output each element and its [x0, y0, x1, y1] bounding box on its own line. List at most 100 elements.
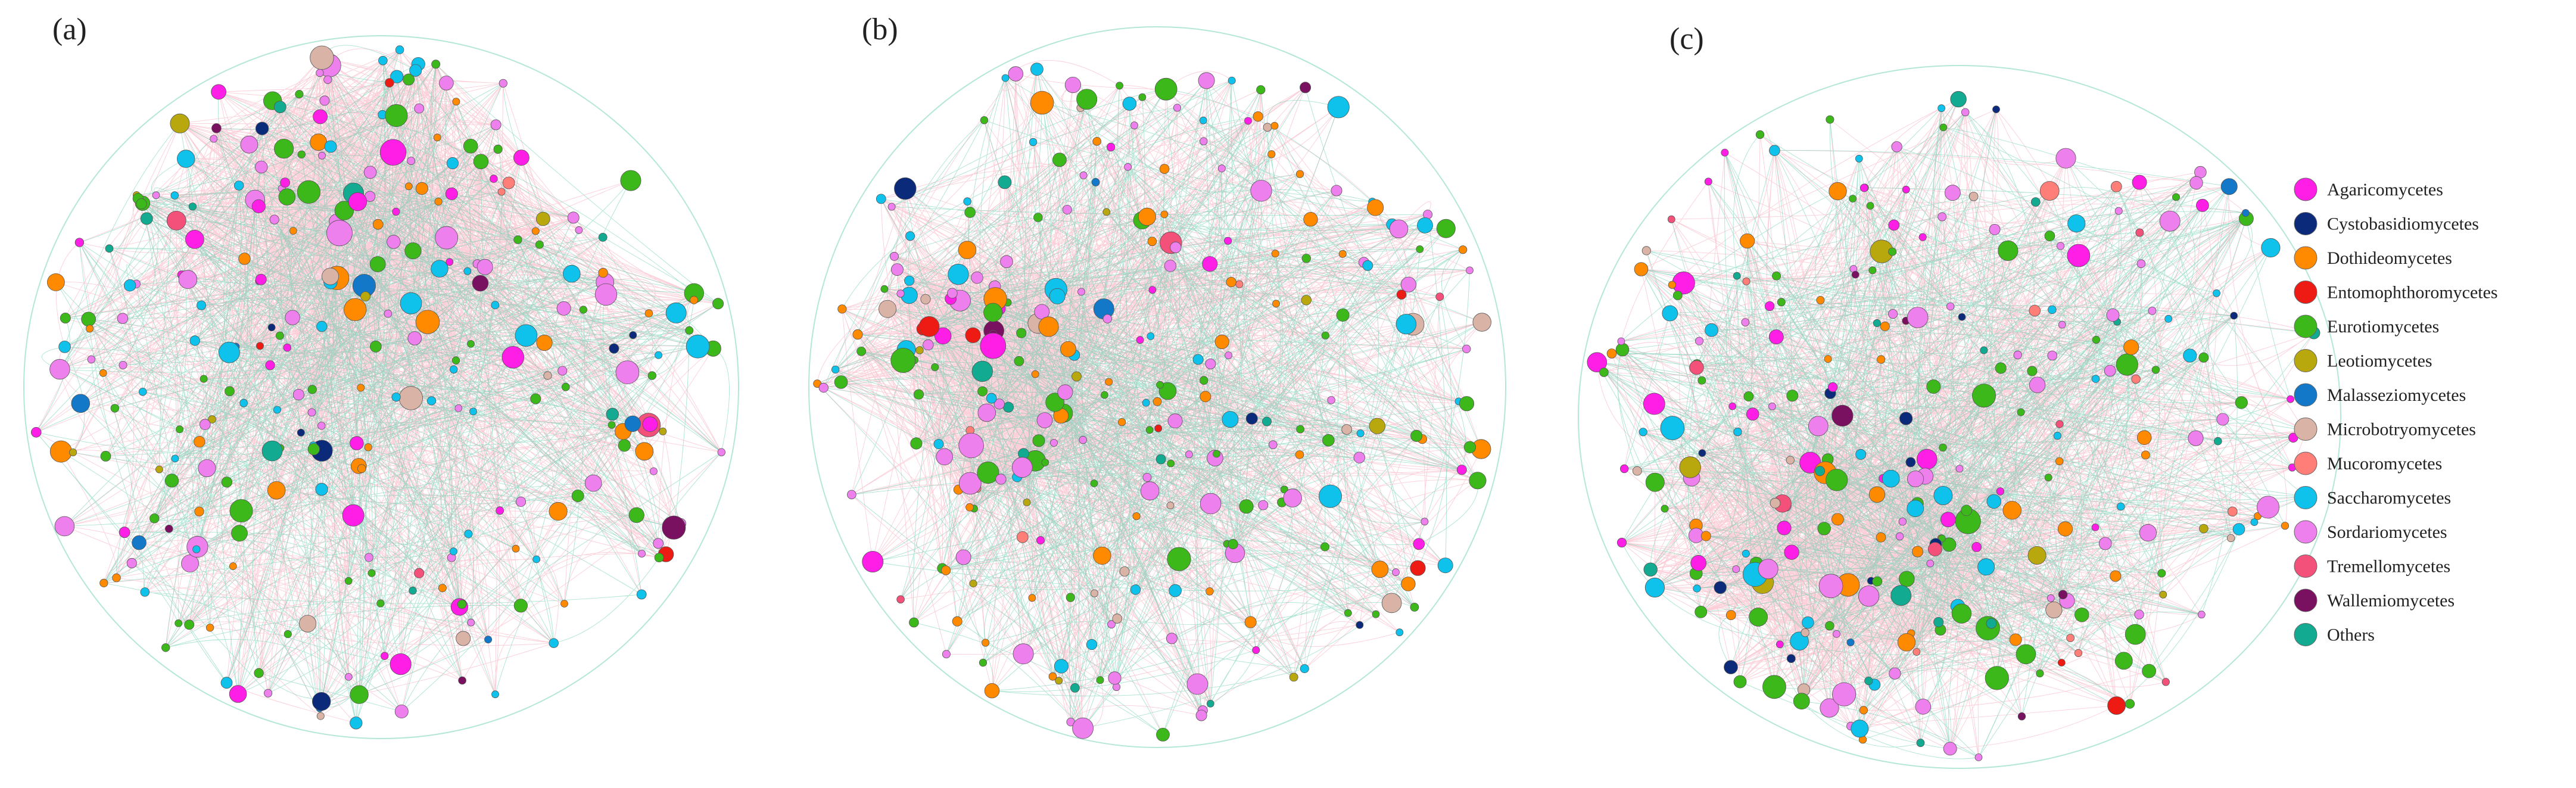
network-node	[653, 538, 664, 549]
network-node	[1786, 456, 1795, 465]
network-node	[983, 303, 1003, 322]
network-node	[1668, 281, 1676, 289]
network-node	[2214, 437, 2222, 446]
network-node	[1013, 643, 1034, 665]
network-node	[392, 207, 400, 216]
network-node	[47, 273, 65, 291]
network-node	[1052, 152, 1067, 167]
network-node	[1462, 344, 1471, 354]
network-node	[2135, 228, 2144, 237]
network-node	[491, 690, 499, 699]
network-node	[2256, 496, 2279, 519]
network-node	[2123, 340, 2139, 356]
legend-label: Leotiomycetes	[2327, 351, 2432, 371]
network-node	[1101, 391, 1108, 399]
network-node	[1166, 502, 1175, 510]
legend-label: Others	[2327, 625, 2375, 645]
network-node	[1768, 329, 1784, 345]
network-node	[1996, 487, 2005, 496]
network-node	[942, 650, 951, 659]
network-node	[292, 388, 304, 401]
network-node	[557, 366, 568, 376]
network-node	[1469, 472, 1487, 490]
network-node	[971, 271, 983, 284]
network-node	[1679, 456, 1701, 478]
network-panel-c: (c)	[1578, 22, 2341, 769]
network-node	[1195, 709, 1207, 721]
network-node	[496, 506, 504, 515]
network-node	[123, 279, 136, 292]
network-node	[1693, 584, 1701, 593]
network-node	[1829, 182, 1847, 201]
network-node	[307, 443, 320, 456]
legend-item: Dothideomycetes	[2294, 246, 2452, 270]
network-node	[1891, 141, 1902, 152]
legend-item: Saccharomycetes	[2294, 486, 2451, 509]
network-node	[467, 618, 475, 627]
network-node	[1826, 469, 1848, 491]
network-node	[2044, 474, 2052, 482]
network-node	[1031, 370, 1039, 378]
network-node	[136, 198, 147, 210]
network-node	[138, 387, 147, 396]
network-node	[256, 342, 264, 350]
network-node	[934, 327, 952, 345]
network-node	[398, 386, 423, 410]
network-node	[1356, 621, 1364, 629]
network-node	[971, 360, 993, 382]
network-node	[1872, 576, 1883, 587]
network-node	[1030, 91, 1054, 115]
network-node	[1777, 521, 1792, 535]
network-node	[446, 157, 459, 170]
network-node	[476, 258, 493, 275]
network-node	[852, 329, 863, 340]
network-node	[1244, 616, 1257, 628]
legend-swatch	[2294, 314, 2318, 338]
network-node	[1030, 63, 1044, 76]
network-node	[372, 219, 384, 230]
network-node	[1167, 413, 1183, 429]
network-node	[2213, 289, 2220, 297]
network-node	[360, 291, 370, 302]
network-node	[958, 241, 977, 260]
network-node	[1643, 562, 1658, 577]
network-node	[49, 359, 70, 380]
network-node	[1907, 500, 1924, 518]
network-node	[499, 79, 507, 88]
network-node	[1138, 93, 1147, 101]
network-node	[1140, 481, 1160, 501]
network-node	[1616, 537, 1627, 548]
network-node	[391, 392, 401, 402]
network-node	[140, 212, 153, 225]
network-node	[152, 191, 160, 200]
network-node	[513, 149, 529, 166]
network-node	[2164, 314, 2173, 323]
network-node	[1793, 693, 1810, 710]
network-node	[933, 439, 944, 450]
network-node	[415, 310, 440, 334]
network-node	[1258, 500, 1269, 510]
network-node	[2058, 590, 2068, 600]
network-node	[2047, 594, 2055, 602]
network-node	[385, 104, 408, 127]
network-node	[317, 422, 326, 430]
network-node	[965, 327, 981, 343]
network-node	[452, 98, 460, 106]
network-node	[2198, 352, 2209, 363]
network-node	[273, 406, 281, 414]
network-node	[2141, 450, 2150, 460]
network-node	[560, 600, 568, 608]
network-node	[531, 227, 540, 235]
network-node	[1801, 628, 1810, 637]
network-node	[1130, 122, 1139, 130]
network-node	[2281, 522, 2290, 530]
legend-item: Entomophthoromycetes	[2294, 281, 2498, 304]
network-node	[1880, 321, 1890, 331]
legend-item: Agaricomycetes	[2294, 177, 2443, 201]
network-node	[1066, 593, 1075, 602]
network-node	[969, 580, 977, 588]
network-node	[2228, 506, 2238, 517]
network-node	[909, 617, 919, 628]
network-node	[1816, 295, 1825, 304]
network-node	[379, 139, 407, 166]
